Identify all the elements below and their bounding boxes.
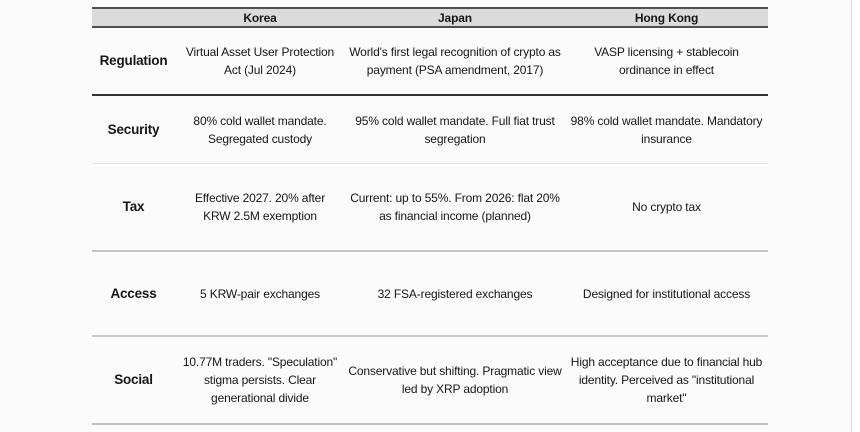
header-cell-hong-kong: Hong Kong xyxy=(565,9,768,27)
column-header-label: Japan xyxy=(438,11,472,25)
cell-security-korea: 80% cold wallet mandate. Segregated cust… xyxy=(175,96,345,163)
row-label-text: Tax xyxy=(122,199,145,214)
table-header-row: Korea Japan Hong Kong xyxy=(92,7,768,28)
cell-social-japan: Conservative but shifting. Pragmatic vie… xyxy=(345,337,565,423)
table-row-tax: Tax Effective 2027. 20% after KRW 2.5M e… xyxy=(92,164,768,252)
cell-text: High acceptance due to financial hub ide… xyxy=(570,355,763,405)
cell-text: Virtual Asset User Protection Act (Jul 2… xyxy=(185,45,335,77)
row-label-text: Access xyxy=(110,285,157,301)
column-header-label: Hong Kong xyxy=(634,11,699,25)
column-header-label: Korea xyxy=(243,11,277,25)
cell-regulation-korea: Virtual Asset User Protection Act (Jul 2… xyxy=(175,28,345,94)
cell-text: 95% cold wallet mandate. Full fiat trust… xyxy=(355,113,555,146)
cell-text: 98% cold wallet mandate. Mandatory insur… xyxy=(570,113,763,146)
row-label-text: Security xyxy=(107,121,160,137)
cell-text: 5 KRW-pair exchanges xyxy=(200,286,320,301)
row-label: Access xyxy=(92,252,175,335)
cell-tax-japan: Current: up to 55%. From 2026: flat 20% … xyxy=(345,164,565,250)
comparison-table: Korea Japan Hong Kong Regulation Virtual… xyxy=(92,7,768,425)
cell-text: Effective 2027. 20% after KRW 2.5M exemp… xyxy=(194,191,326,223)
row-label: Security xyxy=(92,96,175,163)
cell-text: World's first legal recognition of crypt… xyxy=(349,45,561,77)
cell-text: Current: up to 55%. From 2026: flat 20% … xyxy=(350,191,560,223)
cell-social-korea: 10.77M traders. "Speculation" stigma per… xyxy=(175,337,345,423)
cell-text: 80% cold wallet mandate. Segregated cust… xyxy=(193,113,327,146)
cell-security-hong-kong: 98% cold wallet mandate. Mandatory insur… xyxy=(565,96,768,163)
cell-access-korea: 5 KRW-pair exchanges xyxy=(175,252,345,335)
table-row-regulation: Regulation Virtual Asset User Protection… xyxy=(92,28,768,96)
header-cell-japan: Japan xyxy=(345,9,565,27)
cell-text: VASP licensing + stablecoin ordinance in… xyxy=(594,45,739,77)
cell-text: Conservative but shifting. Pragmatic vie… xyxy=(348,364,562,396)
header-cell-empty xyxy=(92,9,175,27)
page-right-edge-divider xyxy=(851,0,860,432)
cell-social-hong-kong: High acceptance due to financial hub ide… xyxy=(565,337,768,423)
cell-regulation-japan: World's first legal recognition of crypt… xyxy=(345,28,565,94)
header-cell-korea: Korea xyxy=(175,9,345,27)
cell-text: No crypto tax xyxy=(632,200,701,214)
cell-text: 10.77M traders. "Speculation" stigma per… xyxy=(182,355,338,405)
table-row-social: Social 10.77M traders. "Speculation" sti… xyxy=(92,337,768,425)
cell-access-japan: 32 FSA-registered exchanges xyxy=(345,252,565,335)
table-row-security: Security 80% cold wallet mandate. Segreg… xyxy=(92,96,768,164)
row-label-text: Regulation xyxy=(99,53,168,68)
cell-text: 32 FSA-registered exchanges xyxy=(377,286,533,301)
row-label: Tax xyxy=(92,164,175,250)
row-label-text: Social xyxy=(114,372,153,387)
table-row-access: Access 5 KRW-pair exchanges 32 FSA-regis… xyxy=(92,252,768,337)
cell-text: Designed for institutional access xyxy=(582,286,751,301)
cell-tax-hong-kong: No crypto tax xyxy=(565,164,768,250)
cell-access-hong-kong: Designed for institutional access xyxy=(565,252,768,335)
row-label: Regulation xyxy=(92,28,175,94)
cell-tax-korea: Effective 2027. 20% after KRW 2.5M exemp… xyxy=(175,164,345,250)
cell-security-japan: 95% cold wallet mandate. Full fiat trust… xyxy=(345,96,565,163)
row-label: Social xyxy=(92,337,175,423)
cell-regulation-hong-kong: VASP licensing + stablecoin ordinance in… xyxy=(565,28,768,94)
